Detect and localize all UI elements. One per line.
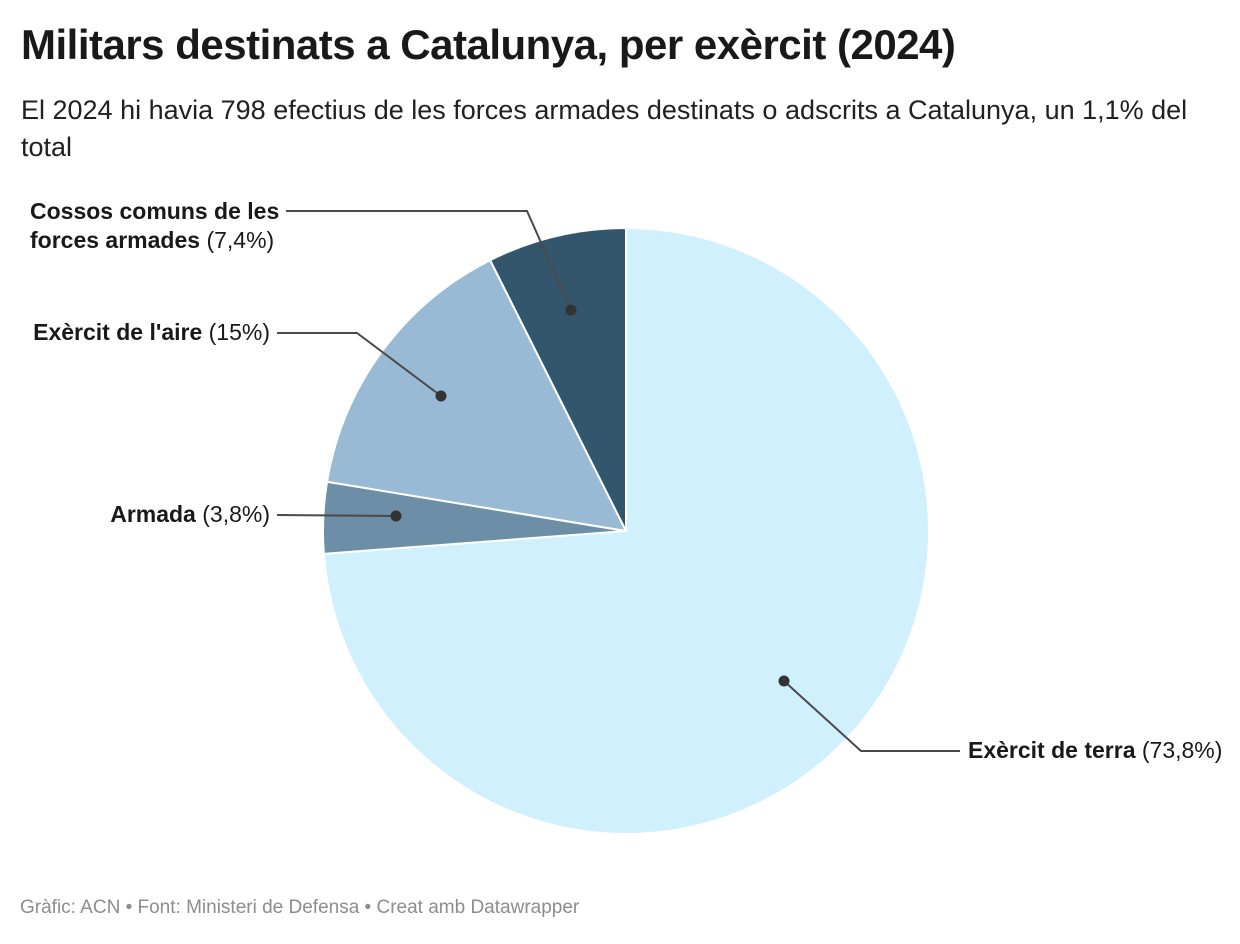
pie-slice-3[interactable] [489, 227, 627, 532]
pie-label-name: Cossos comuns de les forces armades [30, 198, 280, 253]
leader-dot-0 [778, 675, 790, 687]
pie-label-name: Armada [110, 501, 196, 527]
pie-label-name: Exèrcit de l'aire [33, 319, 203, 345]
chart-attribution: Gràfic: ACN • Font: Ministeri de Defensa… [20, 897, 580, 918]
leader-line-1 [276, 514, 397, 517]
pie-label-armada: Armada (3,8%) [110, 500, 270, 529]
pie-label-exercit-terra: Exèrcit de terra (73,8%) [968, 736, 1222, 765]
chart-subtitle: El 2024 hi havia 798 efectius de les for… [21, 95, 1188, 162]
pie-label-pct: (3,8%) [202, 501, 270, 527]
pie-label-pct: (73,8%) [1141, 737, 1223, 763]
leader-line-3 [286, 210, 572, 311]
leader-line-2 [277, 332, 442, 397]
pie-label-cossos-comuns: Cossos comuns de les forces armades (7,4… [30, 197, 290, 255]
pie-label-name: Exèrcit de terra [968, 737, 1136, 763]
pie-label-pct: (7,4%) [206, 227, 275, 253]
leader-dot-1 [390, 510, 402, 522]
pie-label-pct: (15%) [208, 319, 270, 345]
leader-line-0 [783, 680, 960, 752]
chart-title: Militars destinats a Catalunya, per exèr… [21, 21, 956, 68]
leader-dot-3 [565, 304, 577, 316]
leader-dot-2 [435, 390, 447, 402]
pie-label-exercit-aire: Exèrcit de l'aire (15%) [33, 318, 270, 347]
